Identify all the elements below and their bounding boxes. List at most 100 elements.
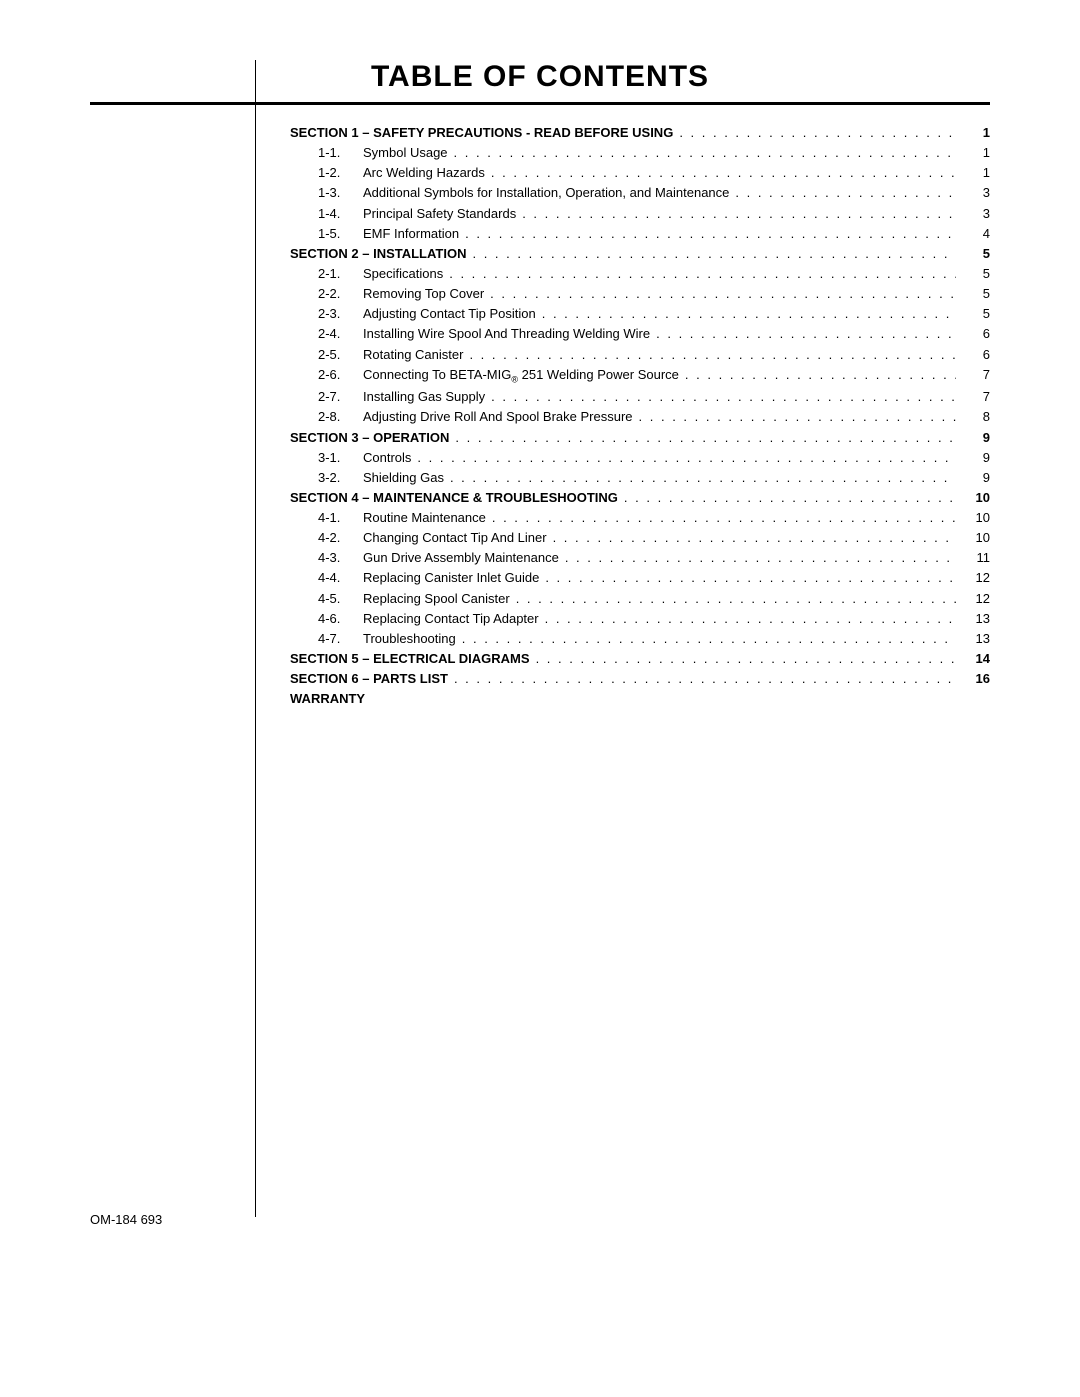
toc-leader-dots xyxy=(542,304,956,324)
toc-item-label: Troubleshooting xyxy=(363,629,456,649)
toc-leader-dots xyxy=(472,244,956,264)
toc-item: 1-1.Symbol Usage1 xyxy=(290,143,990,163)
toc-item: 2-8.Adjusting Drive Roll And Spool Brake… xyxy=(290,407,990,427)
toc-item-page: 13 xyxy=(962,629,990,649)
toc-leader-dots xyxy=(465,224,956,244)
toc-item-page: 16 xyxy=(962,669,990,689)
toc-leader-dots xyxy=(450,468,956,488)
toc-item-label: Shielding Gas xyxy=(363,468,444,488)
toc-leader-dots xyxy=(565,548,956,568)
toc-item-label: Adjusting Drive Roll And Spool Brake Pre… xyxy=(363,407,633,427)
toc-item-label: Changing Contact Tip And Liner xyxy=(363,528,547,548)
toc-section: SECTION 5 – ELECTRICAL DIAGRAMS 14 xyxy=(290,649,990,669)
toc-item-number: 4-2. xyxy=(318,528,363,548)
toc-item: 3-1.Controls9 xyxy=(290,448,990,468)
toc-leader-dots xyxy=(449,264,956,284)
toc-item-page: 14 xyxy=(962,649,990,669)
page: TABLE OF CONTENTS SECTION 1 – SAFETY PRE… xyxy=(0,0,1080,1397)
toc-item-label: Principal Safety Standards xyxy=(363,204,516,224)
toc-item: 2-3.Adjusting Contact Tip Position 5 xyxy=(290,304,990,324)
toc-item-page: 1 xyxy=(962,163,990,183)
page-title: TABLE OF CONTENTS xyxy=(90,60,990,94)
toc-item-page: 13 xyxy=(962,609,990,629)
toc-item-label: SECTION 1 – SAFETY PRECAUTIONS - READ BE… xyxy=(290,123,673,143)
toc-item-label: Routine Maintenance xyxy=(363,508,486,528)
toc-leader-dots xyxy=(469,345,956,365)
toc-item-page: 12 xyxy=(962,568,990,588)
toc-item-page: 8 xyxy=(962,407,990,427)
toc-item-label: Adjusting Contact Tip Position xyxy=(363,304,536,324)
toc-item: 1-4.Principal Safety Standards3 xyxy=(290,204,990,224)
toc-leader-dots xyxy=(491,163,956,183)
toc-item-page: 10 xyxy=(962,528,990,548)
toc-item: 4-3.Gun Drive Assembly Maintenance 11 xyxy=(290,548,990,568)
toc-item-page: 10 xyxy=(962,488,990,508)
toc-item-page: 10 xyxy=(962,508,990,528)
toc-item: 1-3.Additional Symbols for Installation,… xyxy=(290,183,990,203)
toc-section: SECTION 6 – PARTS LIST16 xyxy=(290,669,990,689)
toc-item-label: Additional Symbols for Installation, Ope… xyxy=(363,183,729,203)
toc-item-label: Installing Wire Spool And Threading Weld… xyxy=(363,324,650,344)
toc-leader-dots xyxy=(656,324,956,344)
toc-leader-dots xyxy=(624,488,956,508)
toc-item-number: 4-3. xyxy=(318,548,363,568)
toc-leader-dots xyxy=(522,204,956,224)
toc-leader-dots xyxy=(545,609,956,629)
toc-item: 4-5.Replacing Spool Canister12 xyxy=(290,589,990,609)
toc-item-number: 2-3. xyxy=(318,304,363,324)
toc-item: 3-2.Shielding Gas9 xyxy=(290,468,990,488)
toc-item-number: 4-7. xyxy=(318,629,363,649)
toc-item-page: 5 xyxy=(962,244,990,264)
toc-item-label: Replacing Canister Inlet Guide xyxy=(363,568,539,588)
title-rule xyxy=(90,102,990,105)
toc-item-page: 6 xyxy=(962,345,990,365)
toc-item-page: 12 xyxy=(962,589,990,609)
toc-item-page: 7 xyxy=(962,365,990,385)
toc-item-page: 5 xyxy=(962,304,990,324)
toc-item-page: 5 xyxy=(962,264,990,284)
toc-item-page: 7 xyxy=(962,387,990,407)
toc-item-page: 3 xyxy=(962,183,990,203)
toc-item: 2-7.Installing Gas Supply7 xyxy=(290,387,990,407)
toc-item-page: 1 xyxy=(962,143,990,163)
toc-item-number: 1-1. xyxy=(318,143,363,163)
toc-item-number: 4-5. xyxy=(318,589,363,609)
toc-item-label: Controls xyxy=(363,448,411,468)
toc-leader-dots xyxy=(679,123,956,143)
toc-item-number: 1-4. xyxy=(318,204,363,224)
toc-item-page: 9 xyxy=(962,448,990,468)
toc-item: 1-2.Arc Welding Hazards1 xyxy=(290,163,990,183)
toc-leader-dots xyxy=(417,448,956,468)
toc-leader-dots xyxy=(639,407,956,427)
toc-leader-dots xyxy=(454,143,956,163)
toc-leader-dots xyxy=(685,365,956,385)
toc-item-page: 9 xyxy=(962,428,990,448)
table-of-contents: SECTION 1 – SAFETY PRECAUTIONS - READ BE… xyxy=(290,123,990,709)
toc-item-label: SECTION 3 – OPERATION xyxy=(290,428,449,448)
toc-item-page: 11 xyxy=(962,548,990,568)
footer-docnum: OM-184 693 xyxy=(90,1212,162,1227)
toc-item-label: SECTION 2 – INSTALLATION xyxy=(290,244,466,264)
toc-item: 2-4.Installing Wire Spool And Threading … xyxy=(290,324,990,344)
toc-item-label: Replacing Contact Tip Adapter xyxy=(363,609,539,629)
toc-item-label: Arc Welding Hazards xyxy=(363,163,485,183)
toc-item-number: 2-6. xyxy=(318,365,363,385)
toc-item-number: 3-2. xyxy=(318,468,363,488)
toc-item-label: Gun Drive Assembly Maintenance xyxy=(363,548,559,568)
toc-section: SECTION 2 – INSTALLATION 5 xyxy=(290,244,990,264)
toc-leader-dots xyxy=(735,183,956,203)
toc-item: 4-4.Replacing Canister Inlet Guide 12 xyxy=(290,568,990,588)
toc-leader-dots xyxy=(454,669,956,689)
toc-item-label: Warranty xyxy=(290,689,365,709)
toc-item-number: 1-5. xyxy=(318,224,363,244)
toc-item: 2-1.Specifications5 xyxy=(290,264,990,284)
toc-leader-dots xyxy=(553,528,956,548)
toc-leader-dots xyxy=(462,629,956,649)
toc-item-label: SECTION 5 – ELECTRICAL DIAGRAMS xyxy=(290,649,530,669)
toc-item-number: 4-4. xyxy=(318,568,363,588)
toc-leader-dots xyxy=(516,589,956,609)
toc-item: 2-2.Removing Top Cover5 xyxy=(290,284,990,304)
toc-item-label: Removing Top Cover xyxy=(363,284,484,304)
toc-item: 2-6.Connecting To BETA-MIG® 251 Welding … xyxy=(290,365,990,388)
toc-item: 4-7.Troubleshooting 13 xyxy=(290,629,990,649)
